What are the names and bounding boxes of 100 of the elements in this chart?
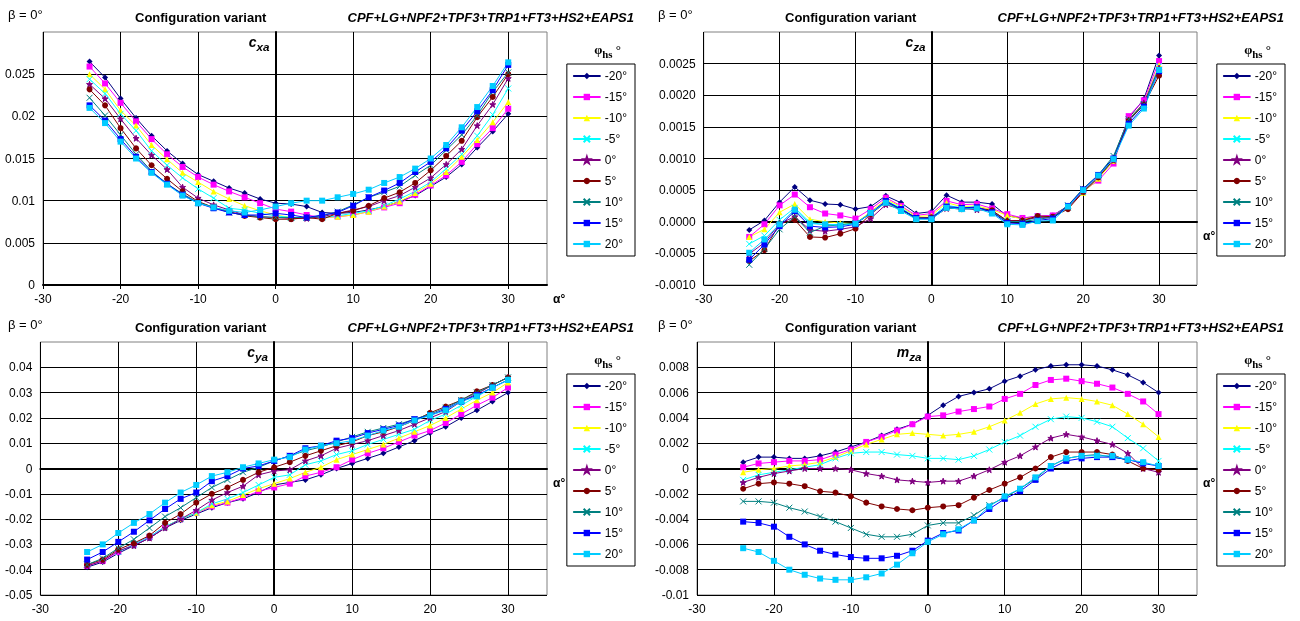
- legend-label: 15°: [604, 526, 624, 540]
- legend-label: -10°: [604, 111, 628, 125]
- text: β = 0°: [8, 7, 43, 22]
- y-tick-label: 0.0005: [659, 183, 697, 198]
- legend-label: -15°: [604, 90, 628, 104]
- y-tick-label: 0.0020: [659, 88, 697, 103]
- legend-label: 5°: [604, 484, 617, 498]
- legend-label: -15°: [604, 400, 628, 414]
- legend-label: 5°: [604, 174, 617, 188]
- y-tick-label: 0.02: [11, 109, 36, 124]
- y-tick-label: 0.002: [658, 436, 690, 451]
- y-tick-label: 0.01: [8, 436, 33, 451]
- y-tick-label: -0.05: [4, 588, 33, 602]
- legend-label: 0°: [1254, 153, 1267, 167]
- y-tick-label: 0.04: [8, 360, 33, 375]
- y-tick-label: 0.006: [658, 385, 690, 400]
- text: β = 0°: [658, 7, 693, 22]
- legend-label: -10°: [1254, 111, 1278, 125]
- chart-subtitle: CPF+LG+NPF2+TPF3+TRP1+FT3+HS2+EAPS1: [347, 10, 635, 25]
- legend-label: 5°: [1254, 484, 1267, 498]
- legend-label: -15°: [1254, 90, 1278, 104]
- y-axis-title: c$_{xa}$: [248, 34, 270, 53]
- legend-label: -5°: [604, 132, 621, 146]
- y-axis-title: c$_{ya}$: [247, 344, 268, 363]
- y-tick-label: 0.0010: [659, 151, 697, 166]
- x-tick-label: 0: [270, 602, 278, 616]
- chart-title: Configuration variant: [135, 10, 268, 25]
- y-tick-label: -0.004: [654, 512, 690, 527]
- x-axis-title: α°: [1203, 228, 1216, 243]
- chart-subtitle: CPF+LG+NPF2+TPF3+TRP1+FT3+HS2+EAPS1: [347, 320, 635, 335]
- x-tick-label: 10: [346, 292, 361, 306]
- y-tick-label: 0.004: [658, 410, 690, 425]
- y-tick-label: -0.0010: [655, 278, 697, 292]
- x-tick-label: 30: [501, 292, 516, 306]
- y-tick-label: 0: [682, 461, 690, 476]
- x-tick-label: -30: [31, 602, 50, 616]
- legend-label: -20°: [604, 69, 628, 83]
- legend-label: 0°: [1254, 463, 1267, 477]
- x-tick-label: -10: [187, 602, 206, 616]
- legend-label: 10°: [604, 195, 624, 209]
- x-axis-title: α°: [553, 475, 566, 490]
- y-tick-label: -0.002: [654, 486, 690, 501]
- y-tick-label: 0: [25, 461, 33, 476]
- y-tick-label: -0.008: [654, 562, 690, 577]
- legend-label: 15°: [1254, 216, 1274, 230]
- legend-label: -5°: [1254, 442, 1271, 456]
- x-tick-label: 30: [501, 602, 516, 616]
- x-tick-label: -20: [109, 602, 128, 616]
- x-tick-label: 10: [1000, 292, 1015, 306]
- y-tick-label: 0.005: [5, 235, 36, 250]
- x-tick-label: 0: [272, 292, 280, 306]
- legend-label: 0°: [604, 153, 617, 167]
- legend-label: -20°: [1254, 69, 1278, 83]
- y-tick-label: 0.01: [11, 193, 36, 208]
- x-tick-label: 0: [924, 602, 932, 616]
- x-tick-label: 30: [1151, 602, 1166, 616]
- legend-label: 10°: [1254, 195, 1274, 209]
- legend-label: -10°: [1254, 421, 1278, 435]
- x-tick-label: 0: [928, 292, 936, 306]
- x-tick-label: 10: [998, 602, 1012, 616]
- legend-label: -20°: [604, 379, 628, 393]
- legend-label: -10°: [604, 421, 628, 435]
- legend-label: 20°: [604, 547, 624, 561]
- legend-label: 20°: [1254, 237, 1274, 251]
- y-tick-label: 0.015: [5, 151, 36, 166]
- y-tick-label: 0.0000: [659, 214, 697, 229]
- chart-title: Configuration variant: [785, 10, 918, 25]
- legend-title: φ$_{hs}$ °: [1244, 42, 1271, 60]
- legend-label: 20°: [604, 237, 624, 251]
- y-tick-label: -0.01: [4, 486, 33, 501]
- y-axis-title: c$_{za}$: [905, 34, 926, 53]
- x-tick-label: 30: [1152, 292, 1167, 306]
- x-axis-title: α°: [1203, 475, 1216, 490]
- y-tick-label: 0.025: [5, 67, 36, 82]
- y-tick-label: 0: [28, 278, 36, 292]
- chart-subtitle: CPF+LG+NPF2+TPF3+TRP1+FT3+HS2+EAPS1: [997, 10, 1285, 25]
- legend-label: 10°: [604, 505, 624, 519]
- text: β = 0°: [658, 317, 693, 332]
- text: β = 0°: [8, 317, 43, 332]
- y-tick-label: -0.01: [661, 588, 690, 602]
- y-tick-label: 0.02: [8, 410, 33, 425]
- y-tick-label: -0.006: [654, 537, 690, 552]
- legend-label: 0°: [604, 463, 617, 477]
- legend-label: 15°: [1254, 526, 1274, 540]
- legend-title: φ$_{hs}$ °: [594, 42, 621, 60]
- y-tick-label: -0.03: [4, 537, 33, 552]
- x-tick-label: -20: [111, 292, 130, 306]
- y-tick-label: 0.0015: [659, 119, 697, 134]
- legend-title: φ$_{hs}$ °: [594, 352, 621, 370]
- y-tick-label: -0.0005: [655, 246, 697, 261]
- x-tick-label: -20: [770, 292, 789, 306]
- y-tick-label: 0.0025: [659, 56, 697, 71]
- legend-label: 5°: [1254, 174, 1267, 188]
- x-tick-label: -10: [846, 292, 865, 306]
- x-tick-label: 20: [1076, 292, 1091, 306]
- y-tick-label: 0.03: [8, 385, 33, 400]
- legend-label: -20°: [1254, 379, 1278, 393]
- chart-title: Configuration variant: [785, 320, 918, 335]
- y-tick-label: -0.04: [4, 562, 33, 577]
- x-tick-label: -10: [189, 292, 208, 306]
